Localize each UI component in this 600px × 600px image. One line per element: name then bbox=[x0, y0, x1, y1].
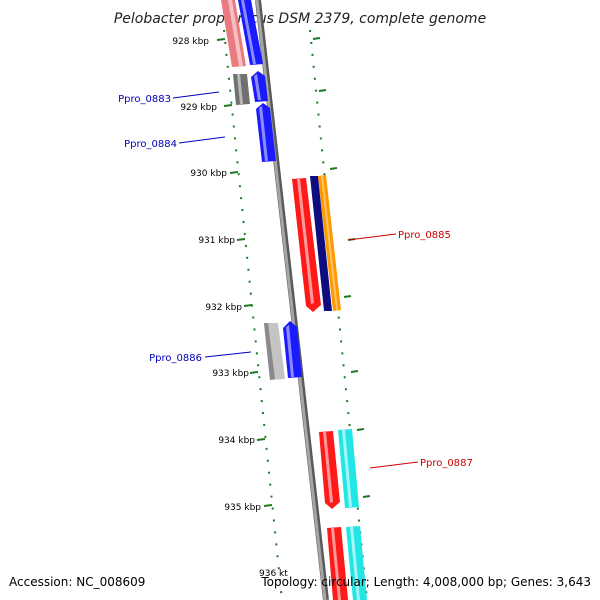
tick-mark bbox=[236, 238, 246, 241]
tick-label: 935 kbp bbox=[224, 503, 261, 513]
tick-label: 934 kbp bbox=[218, 436, 255, 446]
tick-label: 936 kt bbox=[259, 569, 288, 579]
gene-ppro-0886-highlight bbox=[286, 325, 294, 377]
gene-label-text[interactable]: Ppro_0887 bbox=[420, 458, 473, 469]
tick-row-928: 928 kbp bbox=[172, 37, 321, 47]
tick-mark bbox=[216, 38, 226, 41]
tick-row-929: 929 kbp bbox=[180, 89, 327, 113]
gene-ppro-0884-highlight bbox=[259, 106, 268, 161]
tick-row-932: 932 kbp bbox=[205, 295, 352, 313]
tick-row-933: 933 kbp bbox=[212, 369, 359, 379]
tick-label: 931 kbp bbox=[198, 236, 235, 246]
gene-label-text[interactable]: Ppro_0884 bbox=[124, 139, 177, 150]
gene-blue-partial-highlight bbox=[241, 0, 256, 64]
gene-label-ppro-0884[interactable]: Ppro_0884 bbox=[124, 136, 226, 150]
tick-label: 933 kbp bbox=[212, 369, 249, 379]
leader-line bbox=[172, 91, 220, 99]
tick-mark bbox=[229, 171, 239, 174]
map-title: Pelobacter propionicus DSM 2379, complet… bbox=[114, 11, 486, 27]
tick-mark bbox=[362, 495, 371, 498]
tick-label: 930 kbp bbox=[190, 169, 227, 179]
leader-line bbox=[347, 233, 397, 241]
tick-label: 929 kbp bbox=[180, 103, 217, 113]
gene-red-partial[interactable] bbox=[327, 527, 348, 600]
tick-row-935: 935 kbp bbox=[224, 495, 371, 513]
gene-ppro-0885-orange-highlight bbox=[321, 176, 338, 310]
gene-pink-partial-highlight bbox=[228, 0, 243, 66]
tick-label: 932 kbp bbox=[205, 303, 242, 313]
tick-row-936: 936 kt bbox=[259, 569, 288, 579]
leader-line bbox=[369, 461, 419, 469]
gene-ppro-0885-navy[interactable] bbox=[310, 176, 332, 311]
forward-genes bbox=[221, 0, 302, 380]
gene-label-ppro-0883[interactable]: Ppro_0883 bbox=[118, 91, 220, 105]
tick-mark bbox=[249, 371, 259, 374]
gene-label-ppro-0887[interactable]: Ppro_0887 bbox=[369, 458, 473, 469]
leader-line bbox=[178, 136, 226, 144]
tick-mark bbox=[356, 428, 365, 431]
gene-ppro-0887-red-highlight bbox=[323, 432, 333, 503]
summary-text: Topology: circular; Length: 4,008,000 bp… bbox=[260, 575, 591, 589]
tick-row-930: 930 kbp bbox=[190, 167, 338, 179]
genome-axis-line bbox=[255, 0, 327, 600]
tick-mark bbox=[350, 370, 359, 373]
gene-label-text[interactable]: Ppro_0885 bbox=[398, 230, 451, 241]
gene-red-partial-highlight bbox=[331, 528, 341, 600]
gene-label-text[interactable]: Ppro_0883 bbox=[118, 94, 171, 105]
gene-cyan-partial[interactable] bbox=[346, 526, 367, 600]
tick-mark bbox=[312, 37, 321, 40]
tick-mark bbox=[343, 295, 352, 298]
accession-text: Accession: NC_008609 bbox=[9, 575, 145, 589]
gene-ppro-0883-highlight bbox=[237, 74, 243, 104]
tick-mark bbox=[256, 438, 266, 441]
tick-mark bbox=[243, 304, 253, 307]
gene-cyan-partial-highlight bbox=[350, 527, 360, 600]
tick-label: 928 kbp bbox=[172, 37, 209, 47]
gene-ppro-0885-red-highlight bbox=[297, 179, 314, 304]
gene-label-text[interactable]: Ppro_0886 bbox=[149, 353, 202, 364]
tick-mark bbox=[318, 89, 327, 92]
tick-mark bbox=[329, 167, 338, 170]
gene-label-ppro-0886[interactable]: Ppro_0886 bbox=[149, 351, 252, 364]
reverse-genes bbox=[292, 175, 367, 600]
tick-row-934: 934 kbp bbox=[218, 428, 365, 446]
gene-label-ppro-0885[interactable]: Ppro_0885 bbox=[347, 230, 451, 241]
gene-ppro-0886-gray-dark bbox=[264, 323, 275, 380]
gene-blue-arrow-1-highlight bbox=[254, 74, 261, 100]
genome-axis bbox=[255, 0, 329, 600]
tick-mark bbox=[223, 104, 233, 107]
tick-mark bbox=[263, 504, 273, 507]
gene-ppro-0887-cyan-highlight bbox=[342, 430, 352, 507]
leader-line bbox=[204, 351, 252, 358]
